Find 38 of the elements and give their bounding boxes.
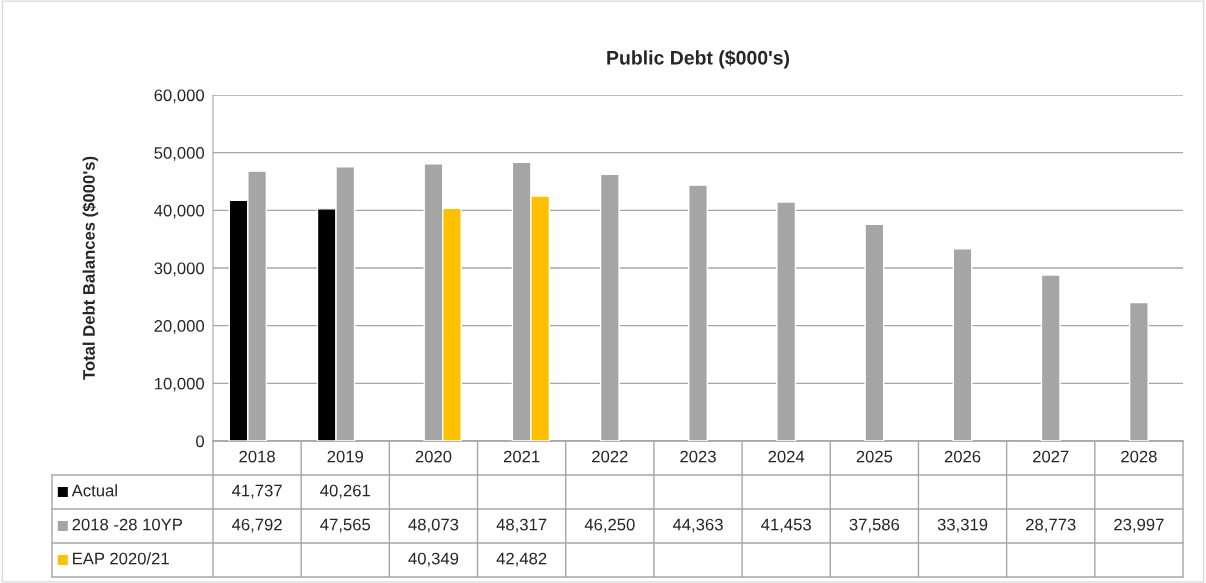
x-tick-label: 2018 <box>239 450 275 463</box>
data-label: 48,073 <box>408 518 459 533</box>
legend-label: 2018 -28 10YP <box>72 518 183 531</box>
data-label: 37,586 <box>849 518 900 533</box>
data-label: 28,773 <box>1026 518 1076 533</box>
y-tick-label: 60,000 <box>154 89 205 104</box>
x-tick-label: 2028 <box>1121 450 1157 463</box>
x-tick-label: 2024 <box>768 450 805 463</box>
data-label: 23,997 <box>1114 518 1164 533</box>
legend-label: EAP 2020/21 <box>73 552 169 565</box>
y-axis-title: Total Debt Balances ($000's) <box>82 156 99 380</box>
y-tick-label: 30,000 <box>154 262 205 277</box>
data-label: 40,261 <box>320 484 370 499</box>
x-tick-label: 2021 <box>503 450 540 463</box>
data-label: 48,317 <box>496 518 547 533</box>
y-tick-label: 50,000 <box>154 147 205 161</box>
data-label: 42,482 <box>496 552 547 567</box>
data-label: 40,349 <box>408 552 459 567</box>
x-tick-label: 2027 <box>1033 450 1069 463</box>
data-label: 41,453 <box>761 518 811 533</box>
y-tick-label: 40,000 <box>154 204 205 219</box>
x-tick-label: 2019 <box>327 450 364 463</box>
data-label: 46,792 <box>231 518 282 533</box>
x-tick-label: 2026 <box>944 450 981 463</box>
data-label: 47,565 <box>320 518 371 533</box>
x-tick-label: 2020 <box>415 450 452 463</box>
chart-title: Public Debt ($000's) <box>607 50 790 69</box>
y-tick-label: 10,000 <box>154 377 205 392</box>
y-tick-label: 0 <box>196 435 205 448</box>
x-tick-label: 2025 <box>856 450 893 463</box>
data-label: 41,737 <box>231 484 282 499</box>
x-tick-label: 2023 <box>680 450 716 463</box>
data-label: 44,363 <box>672 518 723 533</box>
y-tick-label: 20,000 <box>154 320 205 334</box>
data-label: 33,319 <box>937 518 988 533</box>
legend-label: Actual <box>71 484 117 497</box>
data-label: 46,250 <box>584 518 635 533</box>
x-tick-label: 2022 <box>592 450 628 463</box>
